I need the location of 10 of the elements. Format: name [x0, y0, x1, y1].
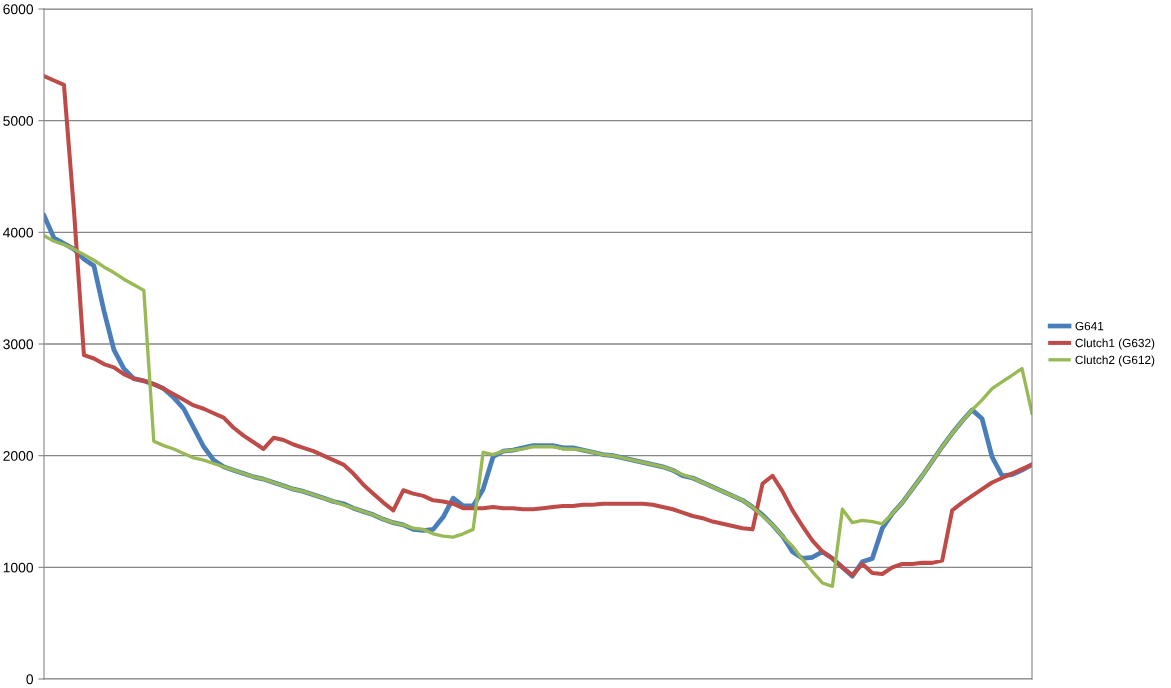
y-tick-label: 0	[26, 674, 34, 685]
y-tick-label: 1000	[3, 562, 34, 573]
y-tick-label: 4000	[3, 227, 34, 238]
legend-label: Clutch2 (G612)	[1075, 355, 1155, 367]
legend-label: G641	[1075, 321, 1104, 331]
y-tick-label: 3000	[3, 339, 34, 350]
legend-label: Clutch1 (G632)	[1075, 338, 1155, 350]
y-tick-label: 6000	[3, 4, 34, 15]
y-tick-label: 5000	[3, 116, 34, 126]
y-tick-label: 2000	[3, 451, 34, 461]
